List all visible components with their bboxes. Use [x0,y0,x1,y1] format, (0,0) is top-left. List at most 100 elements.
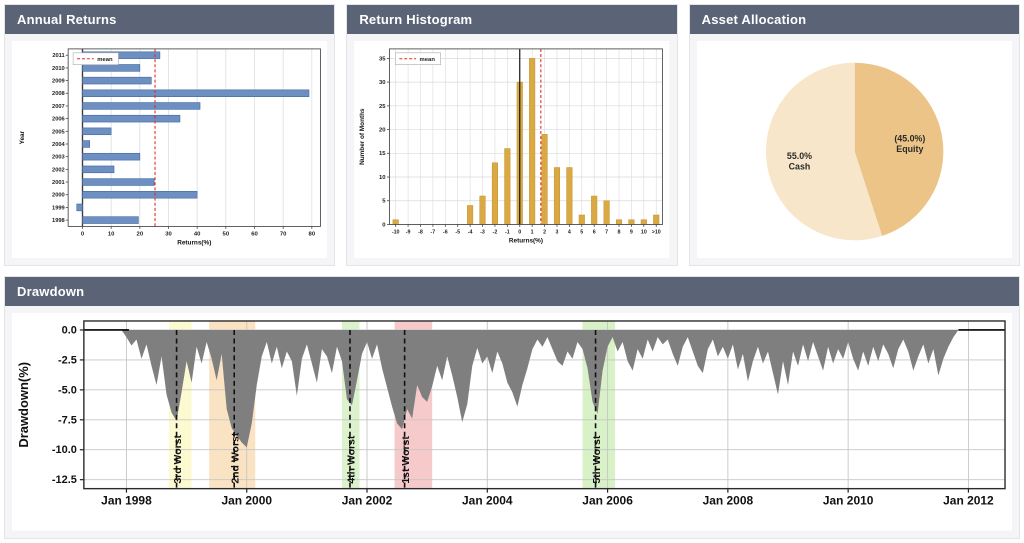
svg-text:30: 30 [379,80,386,86]
svg-text:-9: -9 [406,229,411,235]
svg-text:10: 10 [108,231,115,237]
svg-text:0.0: 0.0 [62,324,77,336]
return-histogram-chart-area: 0 5 10 15 20 25 30 35 -10 -9 -8 -7 -6 -5 -4 -3 -2 -1 0 1 2 3 4… [347,34,676,265]
svg-text:2002: 2002 [52,167,65,173]
svg-text:5th Worst: 5th Worst [592,435,603,484]
svg-text:0: 0 [383,222,387,228]
svg-text:-1: -1 [505,229,510,235]
svg-text:Returns(%): Returns(%) [509,238,543,245]
svg-text:Jan 2000: Jan 2000 [221,494,272,508]
svg-text:2010: 2010 [52,66,65,72]
svg-text:60: 60 [251,231,258,237]
svg-text:Jan 2008: Jan 2008 [703,494,754,508]
svg-text:Jan 2004: Jan 2004 [462,494,513,508]
drawdown-area-chart: 0.0 -2.5 -5.0 -7.5 -10.0 -12.5 Jan 1998 Jan 200… [12,313,1012,531]
svg-text:80: 80 [309,231,316,237]
svg-text:2008: 2008 [52,91,65,97]
svg-text:>10: >10 [652,229,661,235]
svg-text:-5.0: -5.0 [58,384,77,396]
svg-text:mean: mean [97,57,113,63]
drawdown-chart-area: 0.0 -2.5 -5.0 -7.5 -10.0 -12.5 Jan 1998 Jan 200… [5,306,1019,538]
svg-text:-2: -2 [493,229,498,235]
svg-text:8: 8 [618,229,621,235]
svg-text:5: 5 [383,199,387,205]
svg-text:3: 3 [556,229,559,235]
svg-text:-5: -5 [456,229,461,235]
svg-text:-4: -4 [468,229,473,235]
panel-asset-allocation: Asset Allocation (45.0%) Equity 55.0% Cash [688,4,1020,266]
top-row: Annual Returns 0 10 20 30 40 50 60 70 80 2011 2010… [4,4,1020,266]
svg-text:5: 5 [581,229,584,235]
svg-text:Returns(%): Returns(%) [177,240,211,247]
svg-text:10: 10 [641,229,647,235]
panel-title-return-histogram: Return Histogram [359,12,473,27]
svg-text:2: 2 [543,229,546,235]
svg-text:2000: 2000 [52,193,65,199]
svg-text:0: 0 [81,231,85,237]
panel-annual-returns: Annual Returns 0 10 20 30 40 50 60 70 80 2011 2010… [4,4,336,266]
svg-text:0: 0 [519,229,522,235]
svg-text:-6: -6 [443,229,448,235]
svg-text:1: 1 [531,229,534,235]
svg-text:25: 25 [379,104,386,110]
svg-text:Drawdown(%): Drawdown(%) [16,362,31,448]
svg-text:50: 50 [223,231,230,237]
svg-text:mean: mean [420,57,436,63]
svg-text:2007: 2007 [52,104,65,110]
svg-text:1st Worst: 1st Worst [401,436,412,484]
panel-return-histogram: Return Histogram 0 5 10 15 20 25 30 35 -10 -9 -8 -7… [346,4,678,266]
svg-text:70: 70 [280,231,287,237]
svg-text:1999: 1999 [52,205,65,211]
svg-text:2001: 2001 [52,180,66,186]
svg-text:55.0%Cash: 55.0% Cash [787,151,812,171]
svg-text:10: 10 [379,175,386,181]
svg-text:Year: Year [19,130,26,144]
svg-text:-7: -7 [431,229,436,235]
svg-text:2006: 2006 [52,117,65,123]
svg-text:Jan 2012: Jan 2012 [943,494,994,508]
svg-text:-2.5: -2.5 [58,354,77,366]
asset-allocation-chart-area: (45.0%) Equity 55.0% Cash [690,34,1019,265]
svg-text:15: 15 [379,151,386,157]
annual-returns-chart-area: 0 10 20 30 40 50 60 70 80 2011 2010 2009 2008 2007 200… [5,34,334,265]
svg-text:2009: 2009 [52,79,65,85]
svg-text:6: 6 [593,229,596,235]
svg-text:-8: -8 [418,229,423,235]
svg-text:Jan 2002: Jan 2002 [342,494,393,508]
svg-text:2nd Worst: 2nd Worst [231,432,242,484]
panel-title-drawdown: Drawdown [17,284,85,299]
svg-text:4: 4 [568,229,571,235]
svg-text:Number of Months: Number of Months [359,108,366,165]
panel-drawdown: Drawdown 0.0 -2.5 -5.0 -7.5 -10.0 -12.5 Jan 19… [4,276,1020,539]
svg-text:(45.0%)Equity: (45.0%) Equity [894,134,925,154]
svg-text:1998: 1998 [52,218,65,224]
panel-annual-returns-header: Annual Returns [5,5,335,34]
svg-text:4th Worst: 4th Worst [346,435,357,484]
svg-text:-10: -10 [392,229,400,235]
svg-text:Jan 2006: Jan 2006 [582,494,633,508]
svg-text:2011: 2011 [52,53,65,59]
svg-text:-10.0: -10.0 [52,444,77,456]
svg-text:35: 35 [379,56,386,62]
svg-text:20: 20 [379,128,386,134]
asset-allocation-pie-chart: (45.0%) Equity 55.0% Cash [696,41,1012,258]
svg-text:-12.5: -12.5 [52,474,77,486]
svg-text:2005: 2005 [52,129,66,135]
svg-text:2004: 2004 [52,142,66,148]
panel-return-histogram-header: Return Histogram [347,5,677,34]
svg-text:Jan 2010: Jan 2010 [823,494,874,508]
svg-text:30: 30 [165,231,172,237]
panel-asset-allocation-header: Asset Allocation [689,5,1019,34]
svg-text:9: 9 [630,229,633,235]
panel-title-asset-allocation: Asset Allocation [701,12,807,27]
annual-returns-bar-chart: 0 10 20 30 40 50 60 70 80 2011 2010 2009 2008 2007 200… [12,41,328,258]
panel-drawdown-header: Drawdown [5,277,1019,306]
svg-text:3rd Worst: 3rd Worst [173,434,184,483]
svg-text:Jan 1998: Jan 1998 [101,494,152,508]
panel-title-annual-returns: Annual Returns [17,12,117,27]
svg-text:2003: 2003 [52,155,65,161]
svg-text:7: 7 [605,229,608,235]
svg-text:20: 20 [137,231,144,237]
